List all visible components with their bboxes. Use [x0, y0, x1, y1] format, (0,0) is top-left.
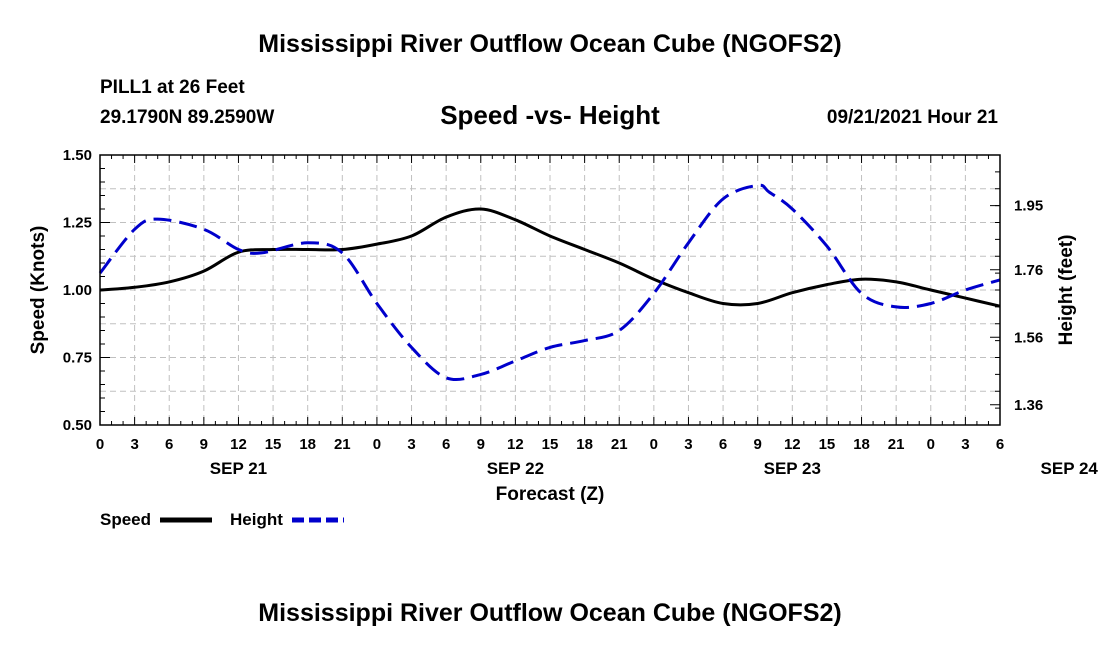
- station-name: PILL1 at 26 Feet: [100, 77, 245, 98]
- y2-axis-label: Height (feet): [1056, 235, 1077, 346]
- x-tick-label: 0: [650, 436, 658, 453]
- y-axis-label: Speed (Knots): [28, 226, 49, 355]
- x-tick-label: 6: [442, 436, 450, 453]
- x-tick-label: 15: [265, 436, 282, 453]
- y-tick-label: 0.50: [63, 417, 92, 434]
- chart-main-title: Mississippi River Outflow Ocean Cube (NG…: [258, 30, 842, 58]
- date-label: SEP 22: [487, 459, 544, 478]
- axes: 0 3 6 9 12 15 18 21 0 3 6 9 12 15 18 21 0 3 6 9 12 15 18 21 0 3 6 S…: [63, 147, 1099, 478]
- x-tick-label: 0: [927, 436, 935, 453]
- x-tick-label: 21: [334, 436, 351, 453]
- grid-lines: [100, 155, 1000, 425]
- x-tick-label: 9: [200, 436, 208, 453]
- x-tick-label: 21: [611, 436, 628, 453]
- y2-tick-label: 1.36: [1014, 397, 1043, 414]
- x-tick-label: 9: [754, 436, 762, 453]
- y-tick-label: 1.50: [63, 147, 92, 164]
- x-tick-label: 3: [407, 436, 415, 453]
- date-label: SEP 21: [210, 459, 267, 478]
- x-tick-label: 6: [996, 436, 1004, 453]
- forecast-datetime: 09/21/2021 Hour 21: [826, 107, 998, 128]
- y-tick-label: 1.00: [63, 282, 92, 299]
- y-tick-label: 0.75: [63, 350, 92, 367]
- series-line-height: [98, 183, 1001, 382]
- x-tick-label: 6: [719, 436, 727, 453]
- y-tick-label: 1.25: [63, 215, 92, 232]
- legend-label-height: Height: [230, 510, 283, 529]
- date-label: SEP 23: [764, 459, 821, 478]
- x-tick-label: 15: [819, 436, 836, 453]
- y2-tick-label: 1.95: [1014, 198, 1043, 215]
- x-tick-label: 6: [165, 436, 173, 453]
- x-tick-label: 18: [576, 436, 593, 453]
- legend-label-speed: Speed: [100, 510, 151, 529]
- x-axis-label: Forecast (Z): [496, 484, 605, 505]
- x-tick-label: 12: [784, 436, 801, 453]
- legend: Speed Height: [100, 510, 344, 529]
- x-tick-label: 18: [299, 436, 316, 453]
- x-tick-label: 3: [684, 436, 692, 453]
- y2-tick-label: 1.76: [1014, 262, 1043, 279]
- series-lines: [98, 183, 1001, 382]
- x-tick-label: 0: [373, 436, 381, 453]
- chart-subtitle: Speed -vs- Height: [440, 100, 660, 130]
- x-tick-label: 12: [507, 436, 524, 453]
- x-tick-label: 0: [96, 436, 104, 453]
- x-tick-label: 18: [853, 436, 870, 453]
- x-tick-label: 3: [961, 436, 969, 453]
- station-coordinates: 29.1790N 89.2590W: [100, 107, 275, 128]
- footer-title: Mississippi River Outflow Ocean Cube (NG…: [258, 599, 842, 627]
- x-tick-label: 15: [542, 436, 559, 453]
- x-tick-label: 9: [477, 436, 485, 453]
- x-tick-label: 12: [230, 436, 247, 453]
- date-label: SEP 24: [1041, 459, 1099, 478]
- y2-tick-label: 1.56: [1014, 329, 1043, 346]
- x-tick-label: 3: [130, 436, 138, 453]
- x-tick-label: 21: [888, 436, 905, 453]
